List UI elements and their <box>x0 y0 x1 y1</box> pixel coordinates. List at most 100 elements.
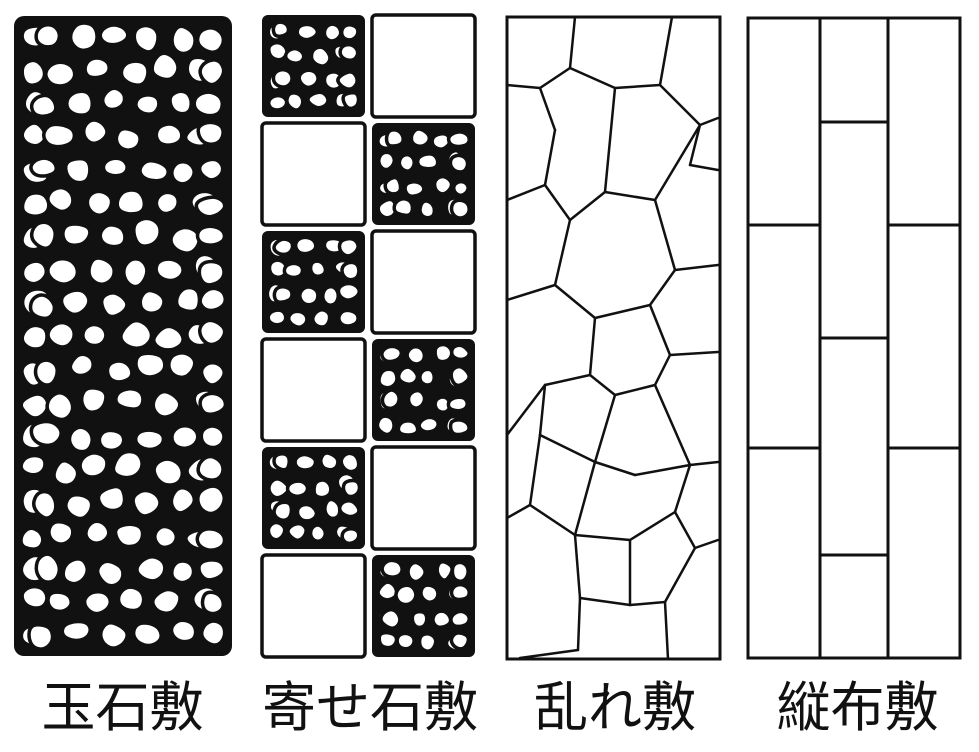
caption-midare: 乱れ敷 <box>534 676 696 739</box>
cobble-stone <box>174 285 202 314</box>
cobble-stone <box>450 560 470 583</box>
square-stone <box>260 121 367 227</box>
stone-joint-line <box>543 183 572 222</box>
stone-joint-line <box>673 510 697 550</box>
cobble-stone <box>98 223 127 249</box>
stone-joint-line <box>505 383 547 437</box>
cobble-stone <box>285 91 305 112</box>
stone-joint-line <box>648 303 672 357</box>
cobble-stone <box>138 288 166 316</box>
cobble-stone <box>134 351 167 379</box>
cobble-stone <box>168 89 193 116</box>
cobble-stone <box>170 559 196 585</box>
cobble-stone <box>105 359 134 384</box>
square-stone <box>370 13 477 119</box>
stone-joint-line <box>505 83 542 90</box>
cobble-stone <box>446 130 471 149</box>
cobble-stone <box>83 56 111 80</box>
stone-joint-line <box>653 198 677 272</box>
cobble-stone <box>336 281 362 302</box>
cobble-stone <box>295 502 319 523</box>
stone-joint-line <box>573 533 632 542</box>
stone-joint-line <box>543 128 557 187</box>
cobble-stone <box>132 23 160 54</box>
cobble-stone <box>446 395 470 413</box>
panel-midare <box>505 15 722 661</box>
cobble-stone <box>64 493 94 521</box>
cobble-stone <box>199 619 227 647</box>
stone-joint-line <box>653 123 702 202</box>
cobble-stone <box>380 388 401 411</box>
cobble-stone <box>154 122 184 147</box>
cobble-stone <box>433 342 454 364</box>
cobble-stone <box>152 457 185 487</box>
stone-joint-line <box>673 463 692 514</box>
cobble-stone <box>377 630 399 650</box>
stone-joint-line <box>505 503 532 520</box>
stone-joint-line <box>693 538 720 550</box>
cobble-stone <box>116 585 146 613</box>
stone-joint-line <box>588 316 597 377</box>
cobble-stone <box>376 580 399 602</box>
cobble-stone <box>82 589 113 616</box>
cobble-stone <box>84 519 111 545</box>
cobble-stone <box>295 22 320 42</box>
stone-joint-line <box>688 460 720 467</box>
cobble-stone <box>119 59 150 87</box>
cobble-stone <box>119 318 154 350</box>
cobble-stone <box>151 324 185 352</box>
cobble-stone <box>113 522 145 549</box>
cobble-stone <box>197 157 225 182</box>
cobble-stone <box>395 631 416 651</box>
cobble-stone <box>195 527 227 552</box>
cobble-stone <box>266 520 287 542</box>
cobble-stone <box>266 93 289 112</box>
cobble-stone <box>272 451 291 472</box>
cobble-stone <box>449 582 471 602</box>
cobble-stone <box>19 392 50 420</box>
square-stone <box>260 337 367 443</box>
cobble-stone <box>52 458 80 488</box>
cobble-stone <box>33 358 59 387</box>
cobble-stone <box>308 523 328 543</box>
cobble-stone <box>170 24 197 56</box>
stone-joint-line <box>568 66 617 90</box>
panel-tamaishi <box>14 16 232 656</box>
cobble-stone <box>81 322 108 348</box>
stone-joint-line <box>576 596 582 652</box>
cobble-stone <box>340 260 361 282</box>
cobble-stone <box>167 351 197 380</box>
stone-joint-line <box>658 15 674 87</box>
stone-joint-line <box>673 263 720 272</box>
stone-joint-line <box>568 15 577 70</box>
stone-joint-line <box>538 66 572 90</box>
cobble-stone <box>448 153 470 174</box>
cobble-stone <box>286 521 308 543</box>
cobble-stone <box>29 419 63 448</box>
cobble-stone <box>20 584 49 610</box>
cobble-stone <box>115 188 147 216</box>
cobble-stone <box>449 364 471 388</box>
caption-tamaishi: 玉石敷 <box>41 676 204 739</box>
cobble-stone <box>338 42 360 62</box>
cobble-stone <box>198 391 228 417</box>
cobble-stone <box>20 259 49 286</box>
cobble-stone <box>339 23 360 42</box>
cobble-stone <box>448 418 471 437</box>
cobble-stone <box>97 428 126 453</box>
cobble-stone <box>394 583 418 607</box>
caption-tatenuno: 縦布敷 <box>776 676 939 739</box>
cobble-stone <box>271 20 291 39</box>
cobble-stone <box>432 174 454 196</box>
cobble-stone <box>138 158 171 183</box>
cobble-stone <box>195 224 227 247</box>
stone-joint-line <box>628 600 667 607</box>
stone-joint-line <box>628 510 677 542</box>
square-stone <box>260 553 367 659</box>
panel-frame <box>505 15 722 661</box>
panel-tatenuno <box>746 16 962 660</box>
cobble-stone <box>341 478 362 499</box>
cobble-stone <box>200 590 226 616</box>
cobble-stone <box>34 22 62 49</box>
cobble-stone <box>197 558 227 582</box>
